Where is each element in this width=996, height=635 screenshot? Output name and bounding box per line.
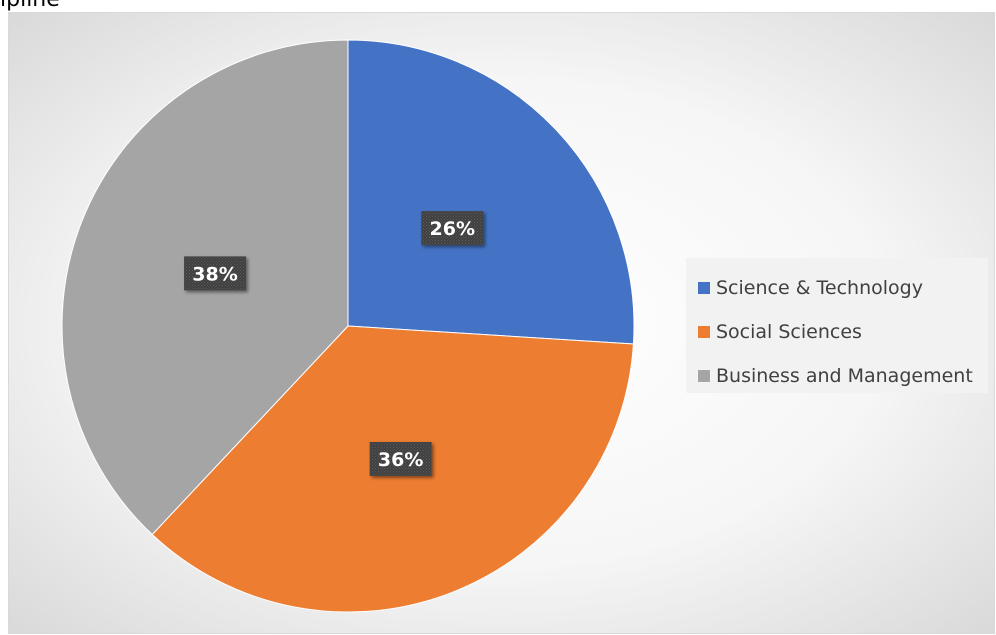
data-label-text: 38%: [192, 263, 237, 285]
legend-label: Business and Management: [716, 365, 973, 387]
legend-label: Science & Technology: [716, 277, 923, 299]
data-label-business-and-management: 38%: [184, 256, 247, 291]
legend-swatch: [698, 282, 710, 294]
data-label-box: [369, 441, 432, 476]
data-label-box: [421, 211, 484, 246]
data-label-text: 26%: [430, 218, 475, 240]
legend: Science & Technology Social Sciences Bus…: [686, 258, 988, 393]
legend-swatch: [698, 326, 710, 338]
legend-swatch: [698, 370, 710, 382]
legend-label: Social Sciences: [716, 321, 862, 343]
pie-slice-science-technology: [347, 39, 635, 345]
legend-item-social-sciences: Social Sciences: [698, 310, 988, 354]
data-label-social-sciences: 36%: [369, 441, 432, 476]
pie-slices: [61, 39, 635, 613]
pie-data-labels: 26% 36% 38%: [184, 211, 484, 476]
legend-item-business-management: Business and Management: [698, 354, 988, 398]
data-label-science-technology: 26%: [421, 211, 484, 246]
data-label-text: 36%: [378, 449, 423, 471]
data-label-box: [184, 256, 247, 291]
legend-item-science-technology: Science & Technology: [698, 266, 988, 310]
caption-text: ipline: [0, 0, 60, 14]
